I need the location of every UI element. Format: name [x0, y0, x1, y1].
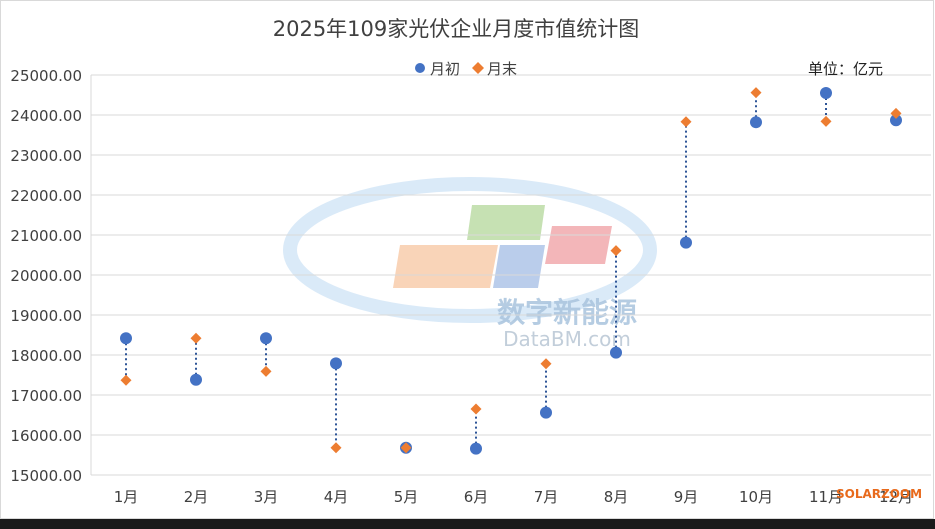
- x-tick-label: 4月: [324, 488, 349, 506]
- point-series-2: [610, 245, 622, 257]
- point-series-1: [470, 442, 482, 455]
- x-tick-label: 8月: [604, 488, 629, 506]
- y-tick-label: 18000.00: [10, 347, 82, 365]
- legend-circle-icon: [415, 63, 425, 73]
- source-tag: SOLARZOOM: [836, 487, 922, 501]
- x-tick-label: 10月: [739, 488, 773, 506]
- x-tick-label: 6月: [464, 488, 489, 506]
- y-tick-label: 15000.00: [10, 467, 82, 485]
- point-series-2: [890, 107, 902, 119]
- watermark-swoosh-icon: [283, 177, 657, 323]
- x-tick-label: 7月: [534, 488, 559, 506]
- point-series-1: [120, 332, 132, 345]
- watermark-green-block: [467, 205, 545, 240]
- watermark-en-text: DataBM.com: [503, 327, 631, 351]
- y-tick-label: 21000.00: [10, 227, 82, 245]
- y-tick-label: 16000.00: [10, 427, 82, 445]
- point-series-1: [890, 114, 902, 127]
- point-series-2: [400, 442, 412, 454]
- x-tick-label: 1月: [114, 488, 139, 506]
- point-series-2: [330, 442, 342, 454]
- x-tick-label: 9月: [674, 488, 699, 506]
- point-series-1: [820, 87, 832, 99]
- watermark-cn-text: 数字新能源: [497, 296, 637, 329]
- y-tick-label: 24000.00: [10, 107, 82, 125]
- point-series-2: [680, 116, 692, 128]
- legend: 月初 月末: [415, 60, 517, 78]
- y-tick-label: 23000.00: [10, 147, 82, 165]
- point-series-1: [610, 346, 622, 359]
- x-tick-label: 11月: [809, 488, 843, 506]
- point-series-2: [120, 374, 132, 386]
- chart-title: 2025年109家光伏企业月度市值统计图: [273, 17, 640, 41]
- x-tick-label: 3月: [254, 488, 279, 506]
- point-series-2: [260, 365, 272, 377]
- y-axis-tick-labels: 15000.00 16000.00 17000.00 18000.00 19000.00…: [10, 67, 82, 485]
- legend-diamond-icon: [472, 62, 484, 74]
- point-series-2: [470, 403, 482, 415]
- point-series-1: [190, 373, 202, 386]
- point-series-1: [260, 332, 272, 345]
- unit-label: 单位：亿元: [808, 60, 883, 78]
- y-tick-label: 22000.00: [10, 187, 82, 205]
- point-series-1: [330, 357, 342, 370]
- data-points: [120, 87, 902, 455]
- x-axis-tick-labels: 1月 2月 3月 4月 5月 6月 7月 8月 9月 10月 11月 12月: [114, 488, 913, 506]
- point-series-1: [680, 236, 692, 249]
- watermark-orange-block: [393, 245, 498, 288]
- point-series-2: [820, 115, 832, 127]
- gridlines: [90, 74, 931, 476]
- point-series-2: [750, 87, 762, 99]
- point-series-2: [190, 332, 202, 344]
- x-tick-label: 12月: [879, 488, 913, 506]
- bottom-band: [0, 519, 935, 529]
- y-tick-label: 20000.00: [10, 267, 82, 285]
- watermark-blue-block: [493, 245, 545, 288]
- legend-label-series-1: 月初: [430, 60, 460, 78]
- y-tick-label: 25000.00: [10, 67, 82, 85]
- point-series-1: [750, 116, 762, 129]
- legend-label-series-2: 月末: [487, 60, 517, 78]
- y-tick-label: 17000.00: [10, 387, 82, 405]
- point-series-2: [540, 358, 552, 370]
- x-tick-label: 2月: [184, 488, 209, 506]
- watermark-red-block: [545, 226, 612, 264]
- y-tick-label: 19000.00: [10, 307, 82, 325]
- point-series-1: [540, 406, 552, 419]
- x-tick-label: 5月: [394, 488, 419, 506]
